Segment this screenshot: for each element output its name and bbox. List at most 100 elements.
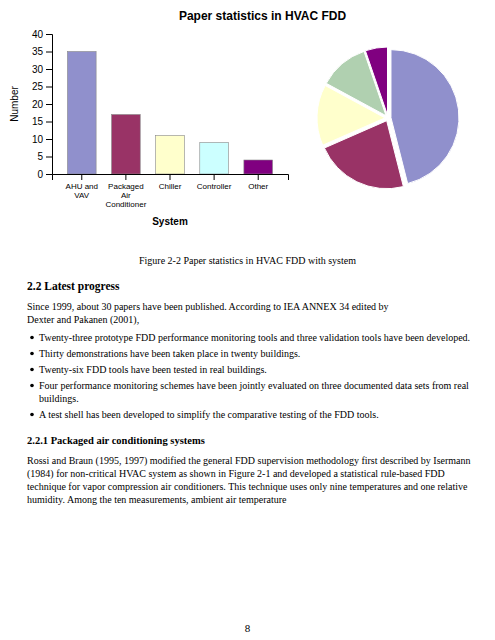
text-line: Twenty-three prototype FDD performance m… xyxy=(39,332,470,343)
tick-label-line: Air xyxy=(121,191,131,200)
tick-mark xyxy=(46,174,52,175)
tick: 40 xyxy=(32,29,52,40)
tick-mark xyxy=(46,157,52,158)
tick-label: 15 xyxy=(32,116,44,127)
tick-mark xyxy=(46,122,52,123)
chart-title: Paper statistics in HVAC FDD xyxy=(179,9,346,23)
pie-slice xyxy=(365,47,387,115)
text-line: 2.2 Latest progress xyxy=(27,280,120,293)
bullet-dot xyxy=(30,368,34,372)
tick-mark xyxy=(214,174,215,180)
body-text: Since 1999, about 30 papers have been pu… xyxy=(27,301,389,326)
y-axis: 0 5 10 15 20 25 30 35 40 xyxy=(32,29,53,180)
bar xyxy=(67,52,96,175)
bar xyxy=(200,143,229,175)
text-line: technique for vapor compression air cond… xyxy=(27,481,468,492)
tick: PackagedAirConditioner xyxy=(105,174,146,209)
pie-chart xyxy=(317,47,459,189)
tick-label-line: Other xyxy=(248,182,268,191)
bar xyxy=(156,136,185,175)
tick-mark xyxy=(46,139,52,140)
subsection-title: 2.2.1 Packaged air conditioning systems xyxy=(27,435,205,446)
text-line: Since 1999, about 30 papers have been pu… xyxy=(27,301,389,312)
bullet-text: A test shell has been developed to simpl… xyxy=(39,409,379,420)
tick-mark xyxy=(46,34,52,35)
tick-label: 20 xyxy=(32,99,44,110)
tick-label-line: VAV xyxy=(74,191,89,200)
text-line: 2.2.1 Packaged air conditioning systems xyxy=(27,435,205,446)
tick-label-line: Packaged xyxy=(108,182,144,191)
tick-mark xyxy=(46,52,52,53)
tick-label-line: Chiller xyxy=(159,182,182,191)
tick-label: 0 xyxy=(37,169,43,180)
tick-label: 30 xyxy=(32,64,44,75)
tick-label: 35 xyxy=(32,46,44,57)
page: Paper statistics in HVAC FDD 0 5 10 15 20 25 30… xyxy=(0,0,495,640)
bullet-dot xyxy=(30,384,34,388)
tick: AHU andVAV xyxy=(66,174,98,200)
tick-mark xyxy=(81,174,82,180)
tick-mark xyxy=(46,104,52,105)
bars xyxy=(67,52,272,175)
tick-label: 10 xyxy=(32,134,44,145)
tick-label-line: AHU and xyxy=(66,182,98,191)
tick: 20 xyxy=(32,99,52,110)
text-line: Twenty-six FDD tools have been tested in… xyxy=(39,364,267,375)
tick-mark xyxy=(170,174,171,180)
text-line: Four performance monitoring schemes have… xyxy=(39,380,469,391)
text-line: humidity. Among the ten measurements, am… xyxy=(27,494,287,505)
bullet-text: Four performance monitoring schemes have… xyxy=(39,380,469,404)
tick-label-line: Conditioner xyxy=(105,200,146,209)
tick-label: Other xyxy=(248,182,268,191)
page-text: Figure 2-2 Paper statistics in HVAC FDD … xyxy=(27,255,471,634)
bullet-text: Twenty-six FDD tools have been tested in… xyxy=(39,364,267,375)
tick: 5 xyxy=(37,151,52,162)
tick-label: 25 xyxy=(32,81,44,92)
x-axis: AHU andVAV PackagedAirConditioner Chiller C… xyxy=(53,174,289,209)
body-text: Rossi and Braun (1995, 1997) modified th… xyxy=(27,455,471,505)
pie-slice xyxy=(391,50,459,184)
bullet-dot xyxy=(30,352,34,356)
tick: Other xyxy=(248,174,268,191)
bullet-dot xyxy=(30,413,34,417)
tick: Chiller xyxy=(159,174,182,191)
page-number: 8 xyxy=(245,622,251,634)
text-line: Dexter and Pakanen (2001), xyxy=(27,314,139,326)
bullet-dot xyxy=(30,336,34,340)
text-line: (1984) for non-critical HVAC system as s… xyxy=(27,468,445,480)
tick: 35 xyxy=(32,46,52,57)
tick-mark xyxy=(125,174,126,180)
bar xyxy=(244,160,273,174)
bar xyxy=(112,115,141,175)
tick-label: AHU andVAV xyxy=(66,182,98,200)
tick: Controller xyxy=(197,174,232,191)
tick-label: PackagedAirConditioner xyxy=(105,182,146,209)
tick-mark xyxy=(46,69,52,70)
x-axis-title: System xyxy=(152,216,188,227)
tick-mark xyxy=(46,87,52,88)
text-line: buildings. xyxy=(39,393,79,404)
y-axis-title: Number xyxy=(9,86,20,122)
bullet-text: Thirty demonstrations have been taken pl… xyxy=(39,348,300,359)
bar-chart: 0510152025303540AHU andVAVPackagedAirCon… xyxy=(9,29,289,227)
text-line: Thirty demonstrations have been taken pl… xyxy=(39,348,300,359)
tick-label: 40 xyxy=(32,29,44,40)
tick-label: Controller xyxy=(197,182,232,191)
text-line: Rossi and Braun (1995, 1997) modified th… xyxy=(27,455,471,467)
tick-mark xyxy=(258,174,259,180)
tick-label: 5 xyxy=(37,151,43,162)
tick: 15 xyxy=(32,116,52,127)
axis-line xyxy=(46,35,53,175)
tick: 30 xyxy=(32,64,52,75)
tick-label-line: Controller xyxy=(197,182,232,191)
tick: 25 xyxy=(32,81,52,92)
text-line: Figure 2-2 Paper statistics in HVAC FDD … xyxy=(139,255,356,266)
tick-label: Chiller xyxy=(159,182,182,191)
text-line: A test shell has been developed to simpl… xyxy=(39,409,379,420)
caption: Figure 2-2 Paper statistics in HVAC FDD … xyxy=(139,255,356,266)
axis-line xyxy=(53,175,289,181)
bullet-text: Twenty-three prototype FDD performance m… xyxy=(39,332,470,343)
tick: 10 xyxy=(32,134,52,145)
section-title: 2.2 Latest progress xyxy=(27,280,120,293)
tick: 0 xyxy=(37,169,52,180)
